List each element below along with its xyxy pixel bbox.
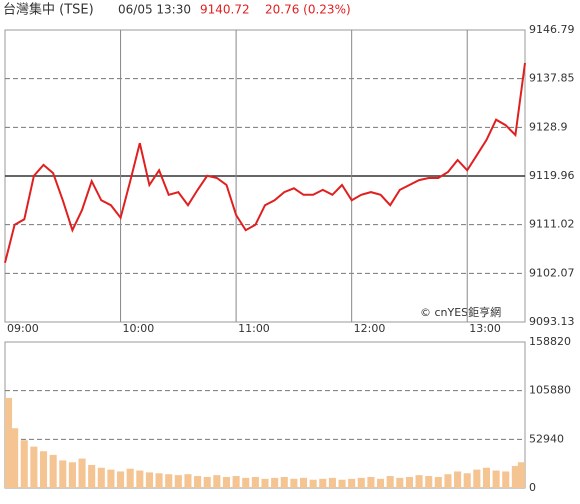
y-tick-label: 9137.85	[529, 72, 575, 85]
volume-bar	[405, 476, 413, 488]
y-tick-label: 0	[529, 481, 536, 494]
x-tick-label: 09:00	[7, 322, 39, 335]
volume-bar	[165, 474, 173, 488]
y-tick-label: 105880	[529, 384, 571, 397]
y-tick-label: 9093.13	[529, 315, 575, 328]
volume-bar	[338, 479, 346, 488]
price: 9140.72	[200, 3, 250, 17]
y-tick-label: 158820	[529, 335, 571, 348]
volume-bar	[59, 460, 67, 488]
x-tick-label: 11:00	[238, 322, 270, 335]
volume-bar	[473, 469, 481, 488]
volume-bar	[425, 476, 433, 488]
volume-bar	[107, 469, 115, 488]
volume-bar	[454, 471, 462, 488]
volume-bar	[261, 478, 269, 488]
volume-bar	[463, 473, 471, 488]
y-tick-label: 52940	[529, 432, 564, 445]
volume-bar	[117, 471, 125, 488]
volume-bar	[299, 477, 308, 488]
volume-bar	[145, 472, 153, 488]
volume-bar	[184, 474, 192, 488]
volume-bar	[434, 476, 442, 488]
volume-bar	[415, 475, 423, 488]
volume-bar	[444, 474, 452, 488]
index-name: 台灣集中 (TSE)	[3, 2, 94, 18]
volume-bar	[242, 477, 250, 488]
volume-bar	[309, 479, 317, 488]
volume-bar	[78, 458, 86, 488]
volume-bar	[155, 473, 163, 488]
volume-bar	[126, 468, 134, 488]
volume-bar	[213, 475, 221, 488]
volume-bar	[482, 467, 491, 488]
volume-bar	[396, 477, 404, 488]
volume-bar	[517, 462, 525, 488]
y-tick-label: 9102.07	[529, 266, 575, 279]
volume-bar	[20, 440, 28, 488]
volume-bar	[511, 465, 519, 488]
volume-bar	[319, 478, 327, 488]
volume-bar	[11, 428, 19, 488]
volume-bar	[222, 476, 231, 488]
volume-bar	[492, 470, 500, 488]
volume-bar	[377, 478, 385, 488]
volume-bar	[68, 462, 76, 488]
volume-bar	[97, 467, 105, 488]
y-tick-label: 9119.96	[529, 169, 575, 182]
volume-bar	[386, 476, 394, 488]
price-line	[4, 62, 526, 264]
volume-bar	[30, 446, 38, 488]
y-tick-label: 9128.9	[529, 120, 568, 133]
x-tick-label: 12:00	[354, 322, 386, 335]
volume-bar	[203, 476, 211, 488]
watermark: © cnYES鉅亨網	[420, 305, 501, 319]
volume-bar	[5, 397, 13, 488]
y-tick-label: 9111.02	[529, 218, 575, 231]
volume-bar	[88, 465, 96, 488]
volume-bar	[194, 476, 202, 488]
datetime: 06/05 13:30	[118, 3, 191, 17]
change: 20.76 (0.23%)	[265, 3, 351, 17]
x-tick-label: 10:00	[123, 322, 155, 335]
volume-bar	[357, 477, 365, 488]
volume-bar	[39, 451, 48, 488]
volume-bar	[328, 477, 336, 488]
y-tick-label: 9146.79	[529, 23, 575, 36]
volume-bar	[367, 476, 375, 488]
x-tick-label: 13:00	[469, 322, 501, 335]
volume-bar	[280, 476, 288, 488]
volume-bar	[290, 478, 298, 488]
volume-bar	[232, 476, 240, 488]
volume-bar	[136, 470, 144, 488]
volume-bar	[348, 478, 356, 488]
volume-bar	[502, 471, 510, 488]
volume-bar	[174, 475, 182, 488]
volume-bar	[271, 477, 279, 488]
volume-bar	[251, 476, 259, 488]
volume-bar	[49, 454, 57, 488]
